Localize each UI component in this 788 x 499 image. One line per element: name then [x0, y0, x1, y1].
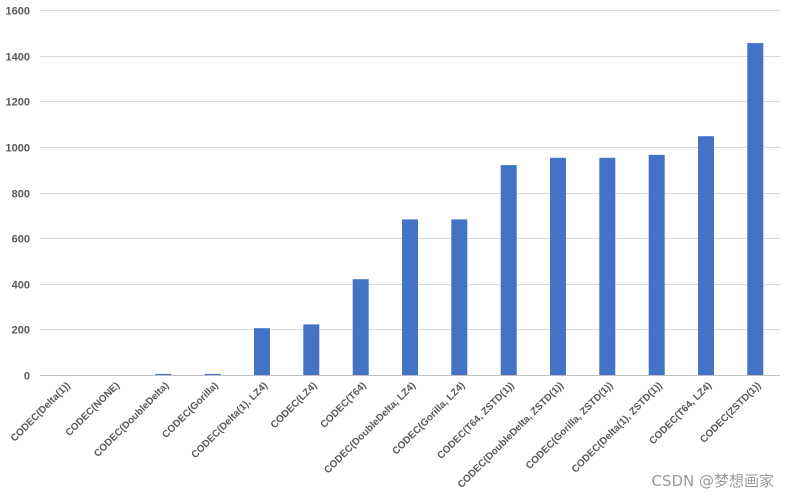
bar [747, 43, 764, 375]
y-tick-label: 1400 [6, 52, 30, 64]
y-tick-label: 1000 [6, 143, 30, 155]
bar [352, 279, 369, 375]
y-tick-label: 1600 [6, 6, 30, 18]
x-tick-label: CODEC(Delta(1), ZSTD(1)) [570, 380, 665, 475]
x-tick-label: CODEC(DoubleDelta, ZSTD(1)) [456, 380, 566, 490]
x-tick-label: CODEC(T64) [319, 380, 369, 430]
bar [204, 373, 221, 375]
bar [155, 373, 172, 375]
y-tick-label: 600 [12, 234, 30, 246]
bar [303, 324, 320, 375]
bar [451, 219, 468, 375]
bar [698, 136, 714, 375]
y-tick-label: 0 [24, 371, 30, 383]
x-tick-label: CODEC(LZ4) [269, 380, 320, 431]
y-tick-label: 200 [12, 325, 30, 337]
gridlines [40, 10, 780, 376]
bars [155, 43, 764, 375]
bar [648, 154, 665, 375]
y-tick-label: 800 [12, 189, 30, 201]
x-tick-label: CODEC(Gorilla, ZSTD(1)) [524, 380, 615, 471]
bar [254, 328, 270, 375]
bar [500, 165, 517, 375]
x-tick-label: CODEC(Delta(1)) [9, 380, 73, 444]
bar [550, 157, 566, 375]
y-axis-tick-labels: 0 200 400 600 800 1000 1200 1400 1600 [6, 6, 30, 383]
y-tick-label: 1200 [6, 97, 30, 109]
x-tick-label: CODEC(DoubleDelta, LZ4) [322, 380, 418, 476]
watermark-text: CSDN @梦想画家 [651, 472, 774, 490]
bar [402, 219, 418, 375]
bar [599, 157, 616, 375]
y-tick-label: 400 [12, 280, 30, 292]
x-axis-tick-labels: CODEC(Delta(1))CODEC(NONE)CODEC(DoubleDe… [9, 380, 764, 490]
